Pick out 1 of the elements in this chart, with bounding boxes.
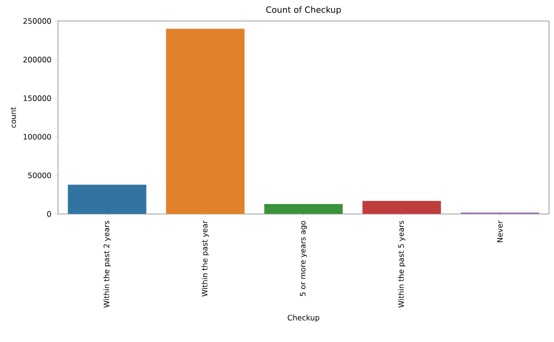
chart-title: Count of Checkup xyxy=(266,6,341,14)
